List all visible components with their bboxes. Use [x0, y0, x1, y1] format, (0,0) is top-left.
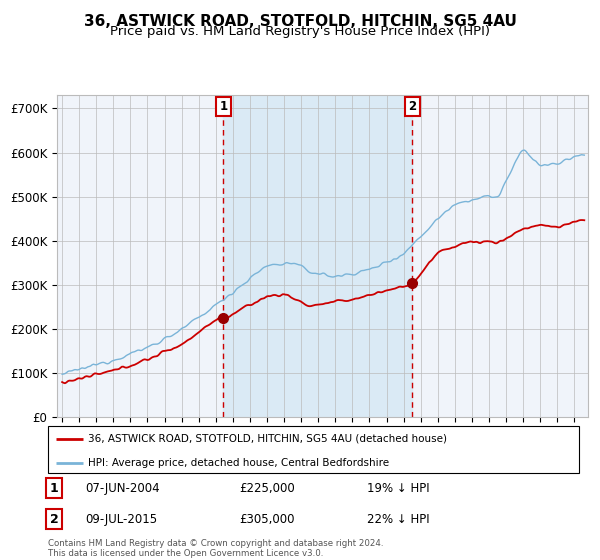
- Text: 22% ↓ HPI: 22% ↓ HPI: [367, 513, 429, 526]
- Text: £305,000: £305,000: [239, 513, 295, 526]
- Text: 2: 2: [409, 100, 416, 113]
- FancyBboxPatch shape: [48, 426, 579, 473]
- Text: 19% ↓ HPI: 19% ↓ HPI: [367, 482, 429, 494]
- Bar: [223, 95, 412, 417]
- Text: Contains HM Land Registry data © Crown copyright and database right 2024.
This d: Contains HM Land Registry data © Crown c…: [48, 539, 383, 558]
- Text: 1: 1: [50, 482, 59, 494]
- Text: HPI: Average price, detached house, Central Bedfordshire: HPI: Average price, detached house, Cent…: [88, 458, 389, 468]
- Text: 09-JUL-2015: 09-JUL-2015: [85, 513, 157, 526]
- Text: 36, ASTWICK ROAD, STOTFOLD, HITCHIN, SG5 4AU (detached house): 36, ASTWICK ROAD, STOTFOLD, HITCHIN, SG5…: [88, 434, 447, 444]
- Text: 2: 2: [50, 513, 59, 526]
- Text: £225,000: £225,000: [239, 482, 295, 494]
- Text: 36, ASTWICK ROAD, STOTFOLD, HITCHIN, SG5 4AU: 36, ASTWICK ROAD, STOTFOLD, HITCHIN, SG5…: [83, 14, 517, 29]
- Text: 1: 1: [219, 100, 227, 113]
- Text: Price paid vs. HM Land Registry's House Price Index (HPI): Price paid vs. HM Land Registry's House …: [110, 25, 490, 38]
- Text: 07-JUN-2004: 07-JUN-2004: [85, 482, 160, 494]
